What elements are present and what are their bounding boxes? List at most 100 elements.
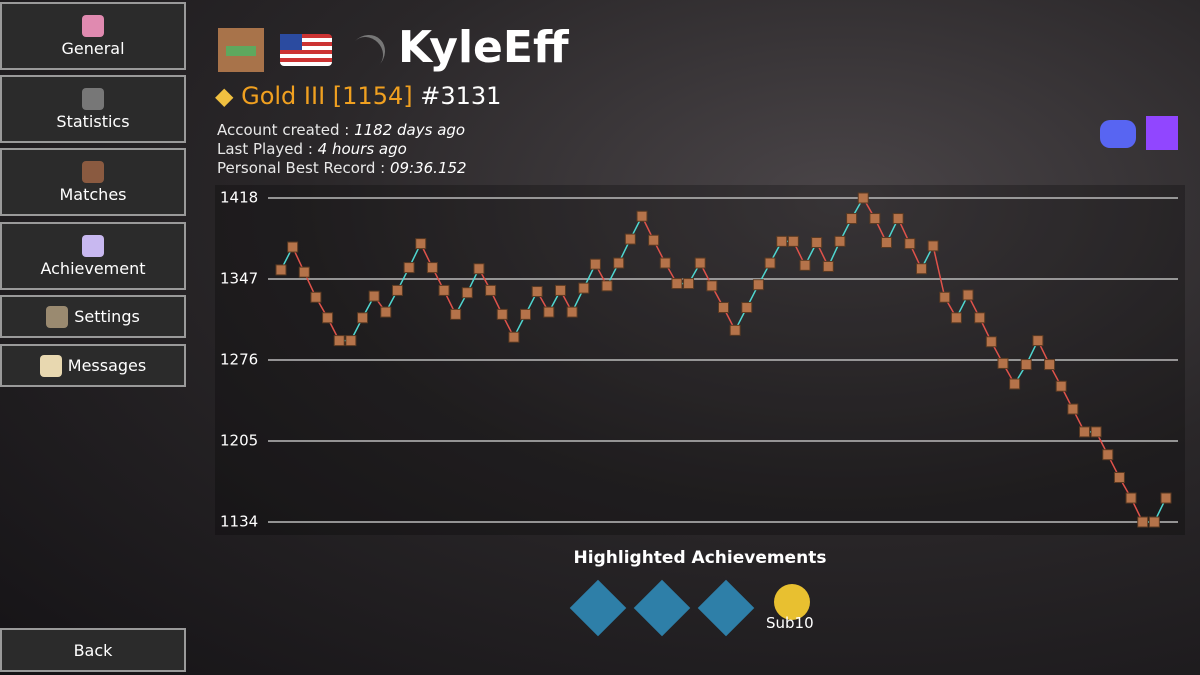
point-marker [566, 306, 578, 318]
point-marker [275, 264, 287, 276]
point-marker [438, 284, 450, 296]
point-marker [1067, 403, 1079, 415]
label: Statistics [56, 111, 130, 131]
y-tick-label: 1276 [220, 351, 258, 369]
point-marker [1009, 378, 1021, 390]
point-marker [939, 291, 951, 303]
point-marker [380, 306, 392, 318]
point-marker [636, 210, 648, 222]
nav-messages[interactable]: Messages [0, 344, 186, 387]
point-marker [485, 284, 497, 296]
nav-statistics[interactable]: Statistics [0, 75, 186, 143]
info-line: Last Played : 4 hours ago [217, 140, 407, 158]
label: General [61, 38, 125, 58]
discord-icon[interactable] [1100, 120, 1136, 148]
point-marker [881, 236, 893, 248]
info-value: 09:36.152 [389, 159, 467, 177]
nav-matches[interactable]: Matches [0, 148, 186, 216]
point-marker [799, 259, 811, 271]
point-marker [927, 240, 939, 252]
point-marker [1125, 492, 1137, 504]
point-marker [846, 213, 858, 225]
info-label: Account created : [217, 121, 350, 139]
point-marker [1055, 380, 1067, 392]
point-marker [322, 312, 334, 324]
point-marker [298, 266, 310, 278]
back-button[interactable]: Back [0, 628, 186, 672]
rank: Gold III [241, 82, 326, 110]
point-marker [391, 284, 403, 296]
point-marker [520, 308, 532, 320]
y-tick-label: 1347 [220, 270, 258, 288]
point-marker [508, 331, 520, 343]
nav-settings[interactable]: Settings [0, 295, 186, 338]
point-marker [741, 302, 753, 314]
avatar [218, 28, 264, 72]
twitch-icon[interactable] [1146, 116, 1178, 150]
point-marker [554, 284, 566, 296]
info-value: 4 hours ago [317, 140, 407, 158]
point-marker [904, 238, 916, 250]
y-tick-label: 1134 [220, 513, 258, 531]
point-marker [822, 260, 834, 272]
point-marker [985, 336, 997, 348]
label: Messages [67, 356, 147, 375]
point-marker [1078, 426, 1090, 438]
point-marker [776, 235, 788, 247]
point-marker [426, 262, 438, 274]
point-marker [613, 257, 625, 269]
point-marker [683, 278, 695, 290]
point-marker [1020, 359, 1032, 371]
label: Back [73, 640, 113, 660]
point-marker [1044, 359, 1056, 371]
point-marker [950, 312, 962, 324]
point-marker [345, 335, 357, 347]
point-marker [589, 258, 601, 270]
point-marker [915, 263, 927, 275]
y-tick-label: 1418 [220, 189, 258, 207]
point-marker [1032, 335, 1044, 347]
player-name: KyleEff [398, 22, 569, 73]
point-marker [1090, 426, 1102, 438]
point-marker [974, 312, 986, 324]
point-marker [287, 241, 299, 253]
info-label: Personal Best Record : [217, 159, 386, 177]
label: Matches [59, 184, 127, 204]
point-marker [648, 234, 660, 246]
point-marker [1137, 516, 1149, 528]
info-line: Account created : 1182 days ago [217, 121, 465, 139]
label: Settings [74, 307, 140, 326]
point-marker [310, 291, 322, 303]
point-marker [892, 213, 904, 225]
point-marker [659, 257, 671, 269]
point-marker [1113, 472, 1125, 484]
elo: [1154] [332, 82, 413, 110]
y-tick-label: 1205 [220, 432, 258, 450]
point-marker [729, 324, 741, 336]
point-marker [368, 290, 380, 302]
point-marker [601, 280, 613, 292]
point-marker [671, 278, 683, 290]
info-label: Last Played : [217, 140, 313, 158]
point-marker [962, 289, 974, 301]
point-marker [718, 302, 729, 314]
point-marker [357, 312, 369, 324]
point-marker [811, 236, 823, 248]
point-marker [450, 308, 462, 320]
point-marker [578, 282, 590, 294]
point-marker [1148, 516, 1160, 528]
rank-line: ◆ Gold III [1154] #3131 [215, 82, 501, 110]
point-marker [1160, 492, 1172, 504]
placement: #3131 [420, 82, 502, 110]
achievements-title: Highlighted Achievements [573, 548, 827, 568]
point-marker [543, 306, 555, 318]
nav-general[interactable]: General [0, 2, 186, 70]
point-marker [1102, 449, 1114, 461]
nav-achievement[interactable]: Achievement [0, 222, 186, 290]
line-segment [932, 245, 946, 298]
point-marker [997, 357, 1009, 369]
point-marker [764, 257, 776, 269]
badge-label: Sub10 [766, 614, 814, 632]
